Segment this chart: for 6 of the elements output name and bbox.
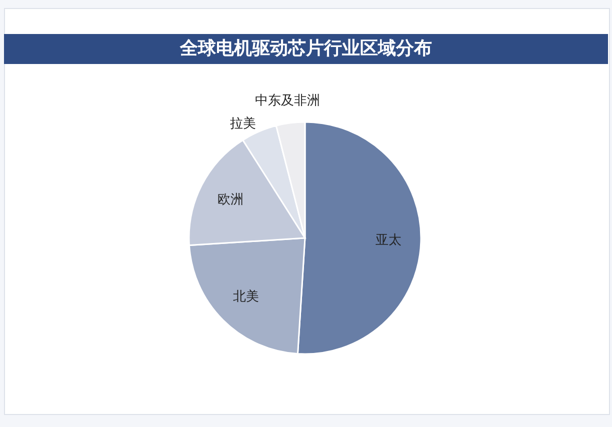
slice-label: 中东及非洲	[255, 94, 320, 109]
slice-label: 欧洲	[218, 192, 244, 208]
slice-label: 亚太	[375, 233, 402, 248]
slice-label: 拉美	[230, 116, 256, 132]
slice-label: 北美	[232, 288, 259, 305]
chart-title: 全球电机驱动芯片行业区域分布	[4, 34, 608, 64]
